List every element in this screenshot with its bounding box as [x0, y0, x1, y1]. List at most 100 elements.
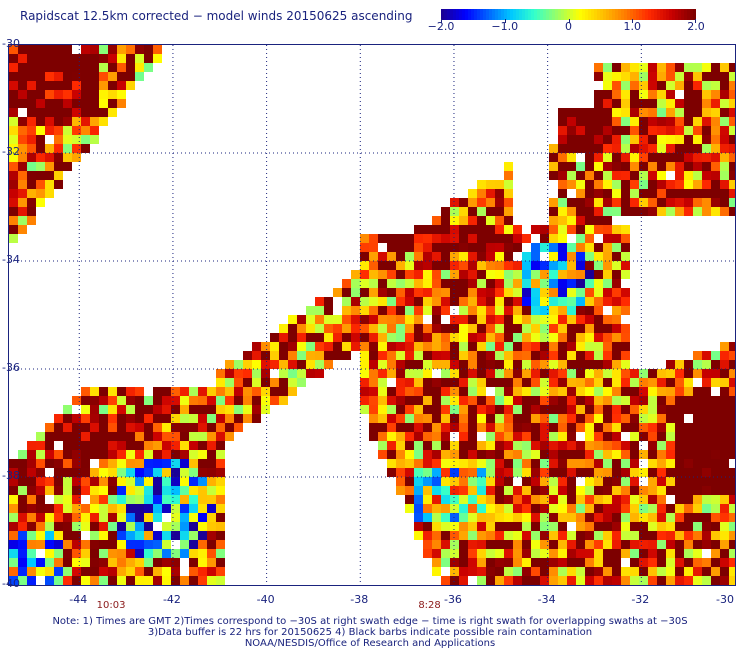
wind-cell [63, 495, 72, 504]
wind-cell [450, 468, 459, 477]
wind-cell [63, 513, 72, 522]
wind-cell [531, 405, 540, 414]
wind-cell [504, 459, 513, 468]
wind-cell [702, 414, 711, 423]
wind-cell [621, 576, 630, 585]
wind-cell [360, 315, 369, 324]
wind-cell [135, 549, 144, 558]
wind-cell [531, 288, 540, 297]
colorbar-segment [441, 9, 445, 20]
wind-cell [90, 81, 99, 90]
wind-cell [729, 549, 735, 558]
wind-cell [432, 495, 441, 504]
wind-cell [81, 144, 90, 153]
wind-cell [639, 576, 648, 585]
wind-cell [504, 315, 513, 324]
wind-cell [531, 522, 540, 531]
wind-cell [486, 414, 495, 423]
wind-cell [441, 513, 450, 522]
wind-cell [27, 486, 36, 495]
wind-cell [18, 45, 27, 54]
wind-cell [18, 495, 27, 504]
wind-cell [576, 252, 585, 261]
wind-cell [333, 324, 342, 333]
wind-cell [261, 360, 270, 369]
wind-cell [9, 72, 18, 81]
wind-cell [378, 306, 387, 315]
wind-cell [342, 297, 351, 306]
wind-cell [576, 297, 585, 306]
wind-cell [549, 468, 558, 477]
wind-cell [567, 450, 576, 459]
wind-cell [585, 378, 594, 387]
wind-cell [324, 315, 333, 324]
wind-cell [630, 189, 639, 198]
wind-cell [693, 126, 702, 135]
wind-cell [36, 531, 45, 540]
wind-cell [468, 378, 477, 387]
colorbar-segment [588, 9, 592, 20]
wind-cell [729, 162, 735, 171]
wind-cell [693, 423, 702, 432]
wind-cell [198, 531, 207, 540]
wind-cell [549, 513, 558, 522]
wind-cell [693, 576, 702, 585]
wind-cell [585, 117, 594, 126]
wind-cell [630, 576, 639, 585]
wind-cell [99, 387, 108, 396]
wind-cell [432, 234, 441, 243]
wind-cell [450, 324, 459, 333]
wind-cell [531, 477, 540, 486]
wind-cell [396, 306, 405, 315]
wind-cell [558, 342, 567, 351]
wind-cell [702, 126, 711, 135]
wind-cell [621, 225, 630, 234]
wind-cell [18, 117, 27, 126]
wind-cell [531, 279, 540, 288]
wind-cell [693, 396, 702, 405]
wind-cell [153, 432, 162, 441]
wind-cell [657, 558, 666, 567]
wind-cell [135, 513, 144, 522]
wind-cell [441, 279, 450, 288]
wind-cell [423, 531, 432, 540]
wind-cell [117, 549, 126, 558]
wind-cell [567, 126, 576, 135]
wind-cell [225, 405, 234, 414]
wind-cell [207, 450, 216, 459]
wind-cell [468, 216, 477, 225]
wind-cell [423, 261, 432, 270]
wind-cell [81, 45, 90, 54]
wind-cell [639, 423, 648, 432]
wind-cell [324, 360, 333, 369]
wind-cell [585, 387, 594, 396]
wind-cell [342, 279, 351, 288]
wind-cell [477, 450, 486, 459]
wind-cell [441, 486, 450, 495]
note-line-1: Note: 1) Times are GMT 2)Times correspon… [52, 616, 688, 627]
wind-cell [54, 414, 63, 423]
wind-cell [486, 378, 495, 387]
wind-cell [81, 504, 90, 513]
wind-cell [558, 441, 567, 450]
wind-cell [567, 171, 576, 180]
wind-cell [621, 270, 630, 279]
wind-cell [288, 360, 297, 369]
wind-cell [126, 396, 135, 405]
wind-cell [81, 99, 90, 108]
wind-cell [108, 513, 117, 522]
wind-cell [720, 432, 729, 441]
wind-cell [567, 414, 576, 423]
wind-cell [225, 360, 234, 369]
wind-cell [594, 72, 603, 81]
wind-cell [459, 558, 468, 567]
wind-cell [549, 351, 558, 360]
wind-cell [99, 549, 108, 558]
wind-cell [585, 567, 594, 576]
wind-cell [441, 576, 450, 585]
wind-cell [9, 207, 18, 216]
wind-cell [657, 81, 666, 90]
wind-cell [459, 378, 468, 387]
wind-cell [216, 369, 225, 378]
wind-cell [297, 369, 306, 378]
